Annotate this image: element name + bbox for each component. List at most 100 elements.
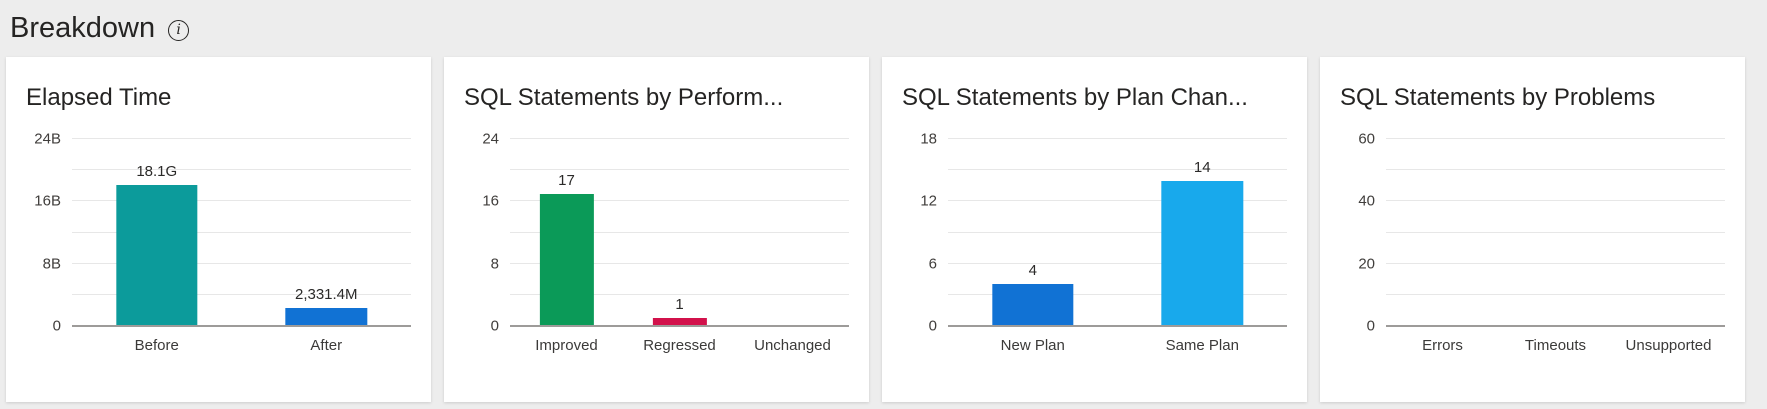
bar-slot	[736, 139, 849, 326]
bar-slot: 1	[623, 139, 736, 326]
y-tick-label: 16B	[34, 192, 61, 210]
gridline	[948, 169, 1287, 171]
bar-slot: 4	[948, 139, 1118, 326]
bar-before[interactable]	[116, 184, 198, 326]
category-label: Improved	[535, 337, 598, 354]
bar-improved[interactable]	[539, 193, 594, 326]
category-axis: Before After	[26, 337, 411, 354]
y-tick-label: 40	[1358, 192, 1375, 210]
x-axis-baseline	[1386, 325, 1725, 327]
y-tick-label: 0	[928, 317, 937, 335]
gridline	[72, 293, 411, 295]
bar-new-plan[interactable]	[992, 284, 1074, 326]
gridline	[1386, 169, 1725, 171]
bar-chart: 0 8 16 24 17 1 Improved Regressed Unchanged	[464, 132, 849, 354]
plot-area: 4 14	[948, 138, 1287, 327]
bar-value-label: 4	[1028, 262, 1037, 280]
bar-after[interactable]	[285, 307, 367, 326]
y-tick-label: 0	[52, 317, 61, 335]
gridline	[948, 293, 1287, 295]
category-axis: New Plan Same Plan	[902, 337, 1287, 354]
y-tick-label: 8B	[42, 255, 61, 273]
bar-value-label: 17	[558, 171, 575, 189]
y-tick-label: 16	[482, 192, 499, 210]
chart-title: SQL Statements by Problems	[1340, 84, 1656, 111]
bar-slots: 4 14	[948, 139, 1287, 326]
info-icon[interactable]: i	[168, 19, 190, 41]
gridline	[510, 138, 849, 139]
plot-area: 18.1G 2,331.4M	[72, 138, 411, 327]
bar-slot: 18.1G	[72, 139, 242, 326]
category-label: After	[310, 337, 343, 354]
category-labels: Errors Timeouts Unsupported	[1386, 337, 1725, 354]
y-axis: 0 6 12 18	[902, 132, 948, 334]
category-label: Regressed	[643, 337, 716, 354]
y-tick-label: 6	[928, 255, 937, 273]
gridline	[1386, 262, 1725, 264]
y-tick-label: 24	[482, 130, 499, 148]
category-labels: Before After	[72, 337, 411, 354]
y-tick-label: 8	[490, 255, 499, 273]
category-label: Unsupported	[1625, 337, 1712, 354]
gridline	[510, 231, 849, 233]
chart-title: SQL Statements by Perform...	[464, 84, 784, 111]
y-tick-label: 0	[1366, 317, 1375, 335]
category-labels: Improved Regressed Unchanged	[510, 337, 849, 354]
y-tick-label: 18	[920, 130, 937, 148]
category-label: Unchanged	[754, 337, 831, 354]
gridline	[72, 169, 411, 171]
category-label: New Plan	[1000, 337, 1065, 354]
gridline	[510, 293, 849, 295]
plot-area: 17 1	[510, 138, 849, 327]
bar-slots	[1386, 139, 1725, 326]
bar-chart: 0 20 40 60 Errors Timeouts Unsupported	[1340, 132, 1725, 354]
chart-title: SQL Statements by Plan Chan...	[902, 84, 1248, 111]
bar-slot	[1499, 139, 1612, 326]
chart-title: Elapsed Time	[26, 84, 172, 111]
bar-slot: 17	[510, 139, 623, 326]
gridline	[510, 200, 849, 202]
category-axis: Improved Regressed Unchanged	[464, 337, 849, 354]
bar-value-label: 14	[1193, 158, 1211, 176]
breakdown-header: Breakdown i	[0, 0, 1767, 49]
bar-value-label: 18.1G	[136, 162, 178, 180]
gridline	[1386, 293, 1725, 295]
x-axis-baseline	[510, 325, 849, 327]
chart-card: Elapsed Time 0 8B 16B 24B 18.1G 2,331.4M Bef…	[6, 57, 431, 402]
gridline	[72, 262, 411, 264]
page-title: Breakdown	[10, 11, 156, 44]
bar-value-label: 2,331.4M	[294, 285, 358, 303]
category-label: Same Plan	[1165, 337, 1239, 354]
y-tick-label: 0	[490, 317, 499, 335]
bar-slots: 17 1	[510, 139, 849, 326]
category-axis-spacer	[464, 337, 510, 354]
bar-slot	[1386, 139, 1499, 326]
y-axis: 0 8B 16B 24B	[26, 132, 72, 334]
bar-regressed[interactable]	[652, 318, 707, 326]
gridline	[1386, 200, 1725, 202]
y-tick-label: 24B	[34, 130, 61, 148]
bar-same-plan[interactable]	[1161, 180, 1243, 326]
category-axis-spacer	[26, 337, 72, 354]
category-axis: Errors Timeouts Unsupported	[1340, 337, 1725, 354]
chart-card: SQL Statements by Plan Chan... 0 6 12 18 4 1…	[882, 57, 1307, 402]
y-tick-label: 12	[920, 192, 937, 210]
plot-area	[1386, 138, 1725, 327]
category-axis-spacer	[902, 337, 948, 354]
gridline	[510, 262, 849, 264]
bar-slot: 14	[1118, 139, 1288, 326]
category-label: Before	[134, 337, 179, 354]
chart-card: SQL Statements by Problems 0 20 40 60 Error…	[1320, 57, 1745, 402]
category-labels: New Plan Same Plan	[948, 337, 1287, 354]
gridline	[72, 138, 411, 139]
category-axis-spacer	[1340, 337, 1386, 354]
gridline	[1386, 138, 1725, 139]
category-label: Errors	[1422, 337, 1463, 354]
bar-chart: 0 8B 16B 24B 18.1G 2,331.4M Before After	[26, 132, 411, 354]
chart-card: SQL Statements by Perform... 0 8 16 24 17 1 …	[444, 57, 869, 402]
gridline	[72, 231, 411, 233]
y-tick-label: 20	[1358, 255, 1375, 273]
y-tick-label: 60	[1358, 130, 1375, 148]
x-axis-baseline	[72, 325, 411, 327]
y-axis: 0 20 40 60	[1340, 132, 1386, 334]
